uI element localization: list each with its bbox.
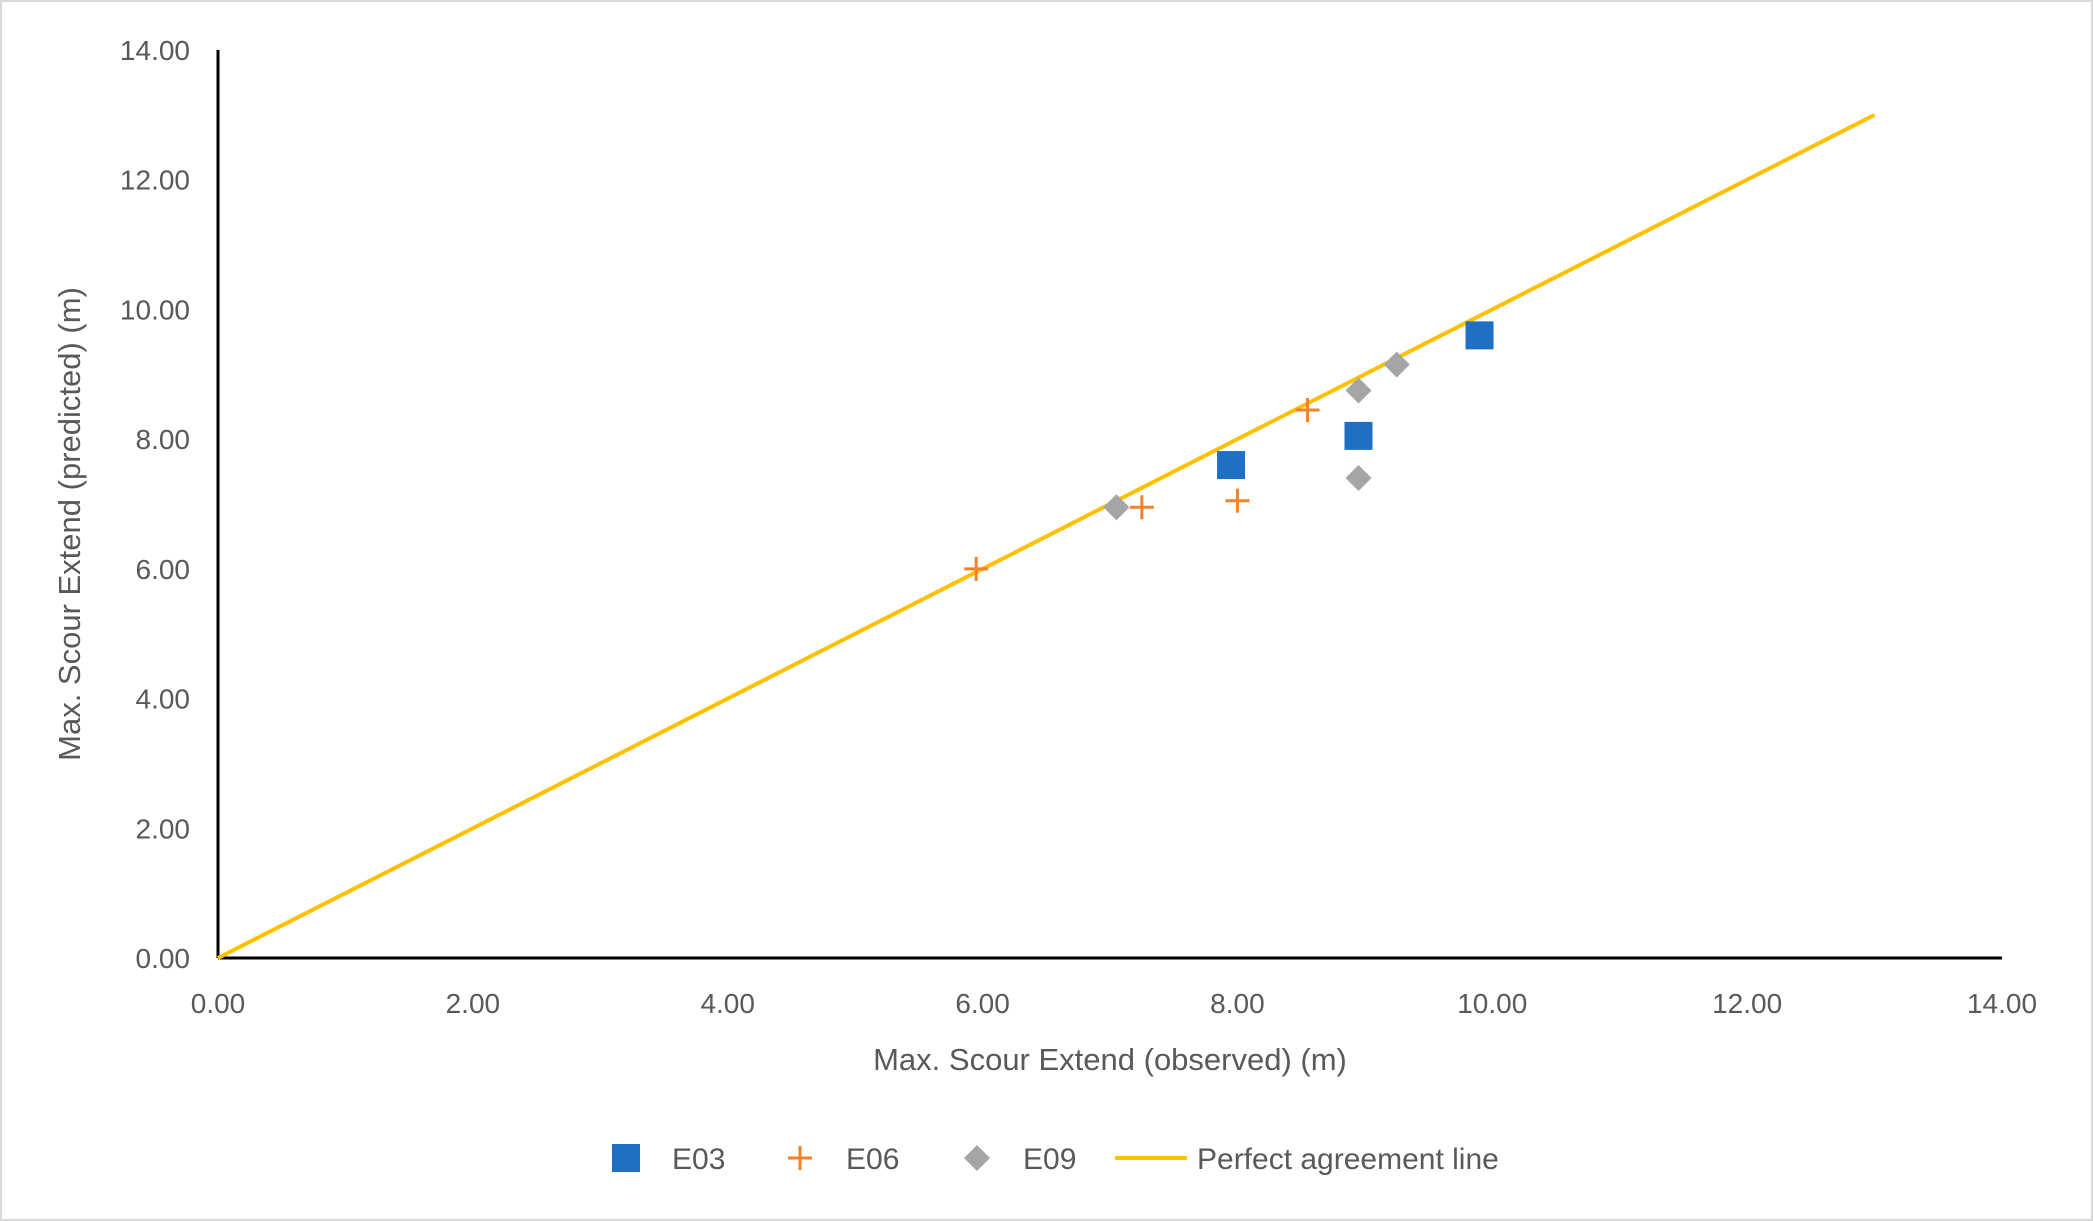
y-tick-label: 10.00 xyxy=(120,294,190,325)
legend-marker-e09 xyxy=(964,1145,990,1171)
x-tick-label: 12.00 xyxy=(1712,988,1782,1019)
data-point-e06 xyxy=(1295,397,1320,422)
legend-marker xyxy=(612,1144,640,1172)
data-point-e06 xyxy=(1225,488,1250,513)
data-point-e03 xyxy=(1465,321,1494,350)
series-e06 xyxy=(964,397,1320,581)
legend-label: Perfect agreement line xyxy=(1197,1143,1499,1176)
x-tick-label: 0.00 xyxy=(191,988,246,1019)
x-tick-label: 2.00 xyxy=(446,988,501,1019)
series xyxy=(217,113,1876,960)
legend-item-e03: E03 xyxy=(612,1143,725,1176)
legend: E03 E06 E09 Perfect agreement line xyxy=(612,1143,1499,1176)
y-axis-title: Max. Scour Extend (predicted) (m) xyxy=(52,287,87,761)
legend-marker xyxy=(788,1146,812,1170)
y-tick-labels: 0.00 2.00 4.00 6.00 8.00 10.00 12.00 14.00 xyxy=(120,35,190,974)
x-tick-label: 8.00 xyxy=(1210,988,1265,1019)
data-point-e09 xyxy=(1345,377,1372,404)
y-tick-label: 8.00 xyxy=(136,424,191,455)
legend-item-perfect-agreement-line: Perfect agreement line xyxy=(1115,1143,1499,1176)
axes xyxy=(216,50,2002,960)
y-tick-label: 6.00 xyxy=(136,554,191,585)
legend-label: E09 xyxy=(1023,1143,1076,1176)
data-point-e03 xyxy=(1344,421,1373,450)
x-axis-title: Max. Scour Extend (observed) (m) xyxy=(873,1042,1347,1077)
data-point-e09 xyxy=(1103,494,1130,521)
x-tick-label: 6.00 xyxy=(955,988,1010,1019)
y-tick-label: 4.00 xyxy=(136,684,191,715)
y-tick-label: 2.00 xyxy=(136,813,191,844)
x-tick-label: 14.00 xyxy=(1967,988,2037,1019)
data-point-e06 xyxy=(1129,495,1154,520)
legend-marker-e06 xyxy=(788,1146,812,1170)
data-point-e06 xyxy=(964,556,989,581)
perfect-agreement-line xyxy=(217,113,1876,960)
y-tick-label: 0.00 xyxy=(136,943,191,974)
legend-marker-e03 xyxy=(612,1144,640,1172)
legend-label: E06 xyxy=(846,1143,899,1176)
x-tick-label: 10.00 xyxy=(1457,988,1527,1019)
x-tick-labels: 0.00 2.00 4.00 6.00 8.00 10.00 12.00 14.00 xyxy=(191,988,2037,1019)
legend-marker xyxy=(964,1145,990,1171)
series-e09 xyxy=(1103,351,1410,521)
data-point-e03 xyxy=(1217,451,1246,480)
series-e03 xyxy=(1217,321,1494,480)
y-tick-label: 14.00 xyxy=(120,35,190,66)
legend-label: E03 xyxy=(672,1143,725,1176)
data-point-e09 xyxy=(1345,465,1372,492)
legend-item-e06: E06 xyxy=(788,1143,899,1176)
legend-item-e09: E09 xyxy=(964,1143,1076,1176)
x-tick-label: 4.00 xyxy=(700,988,755,1019)
y-tick-label: 12.00 xyxy=(120,165,190,196)
data-point-e09 xyxy=(1383,351,1410,378)
